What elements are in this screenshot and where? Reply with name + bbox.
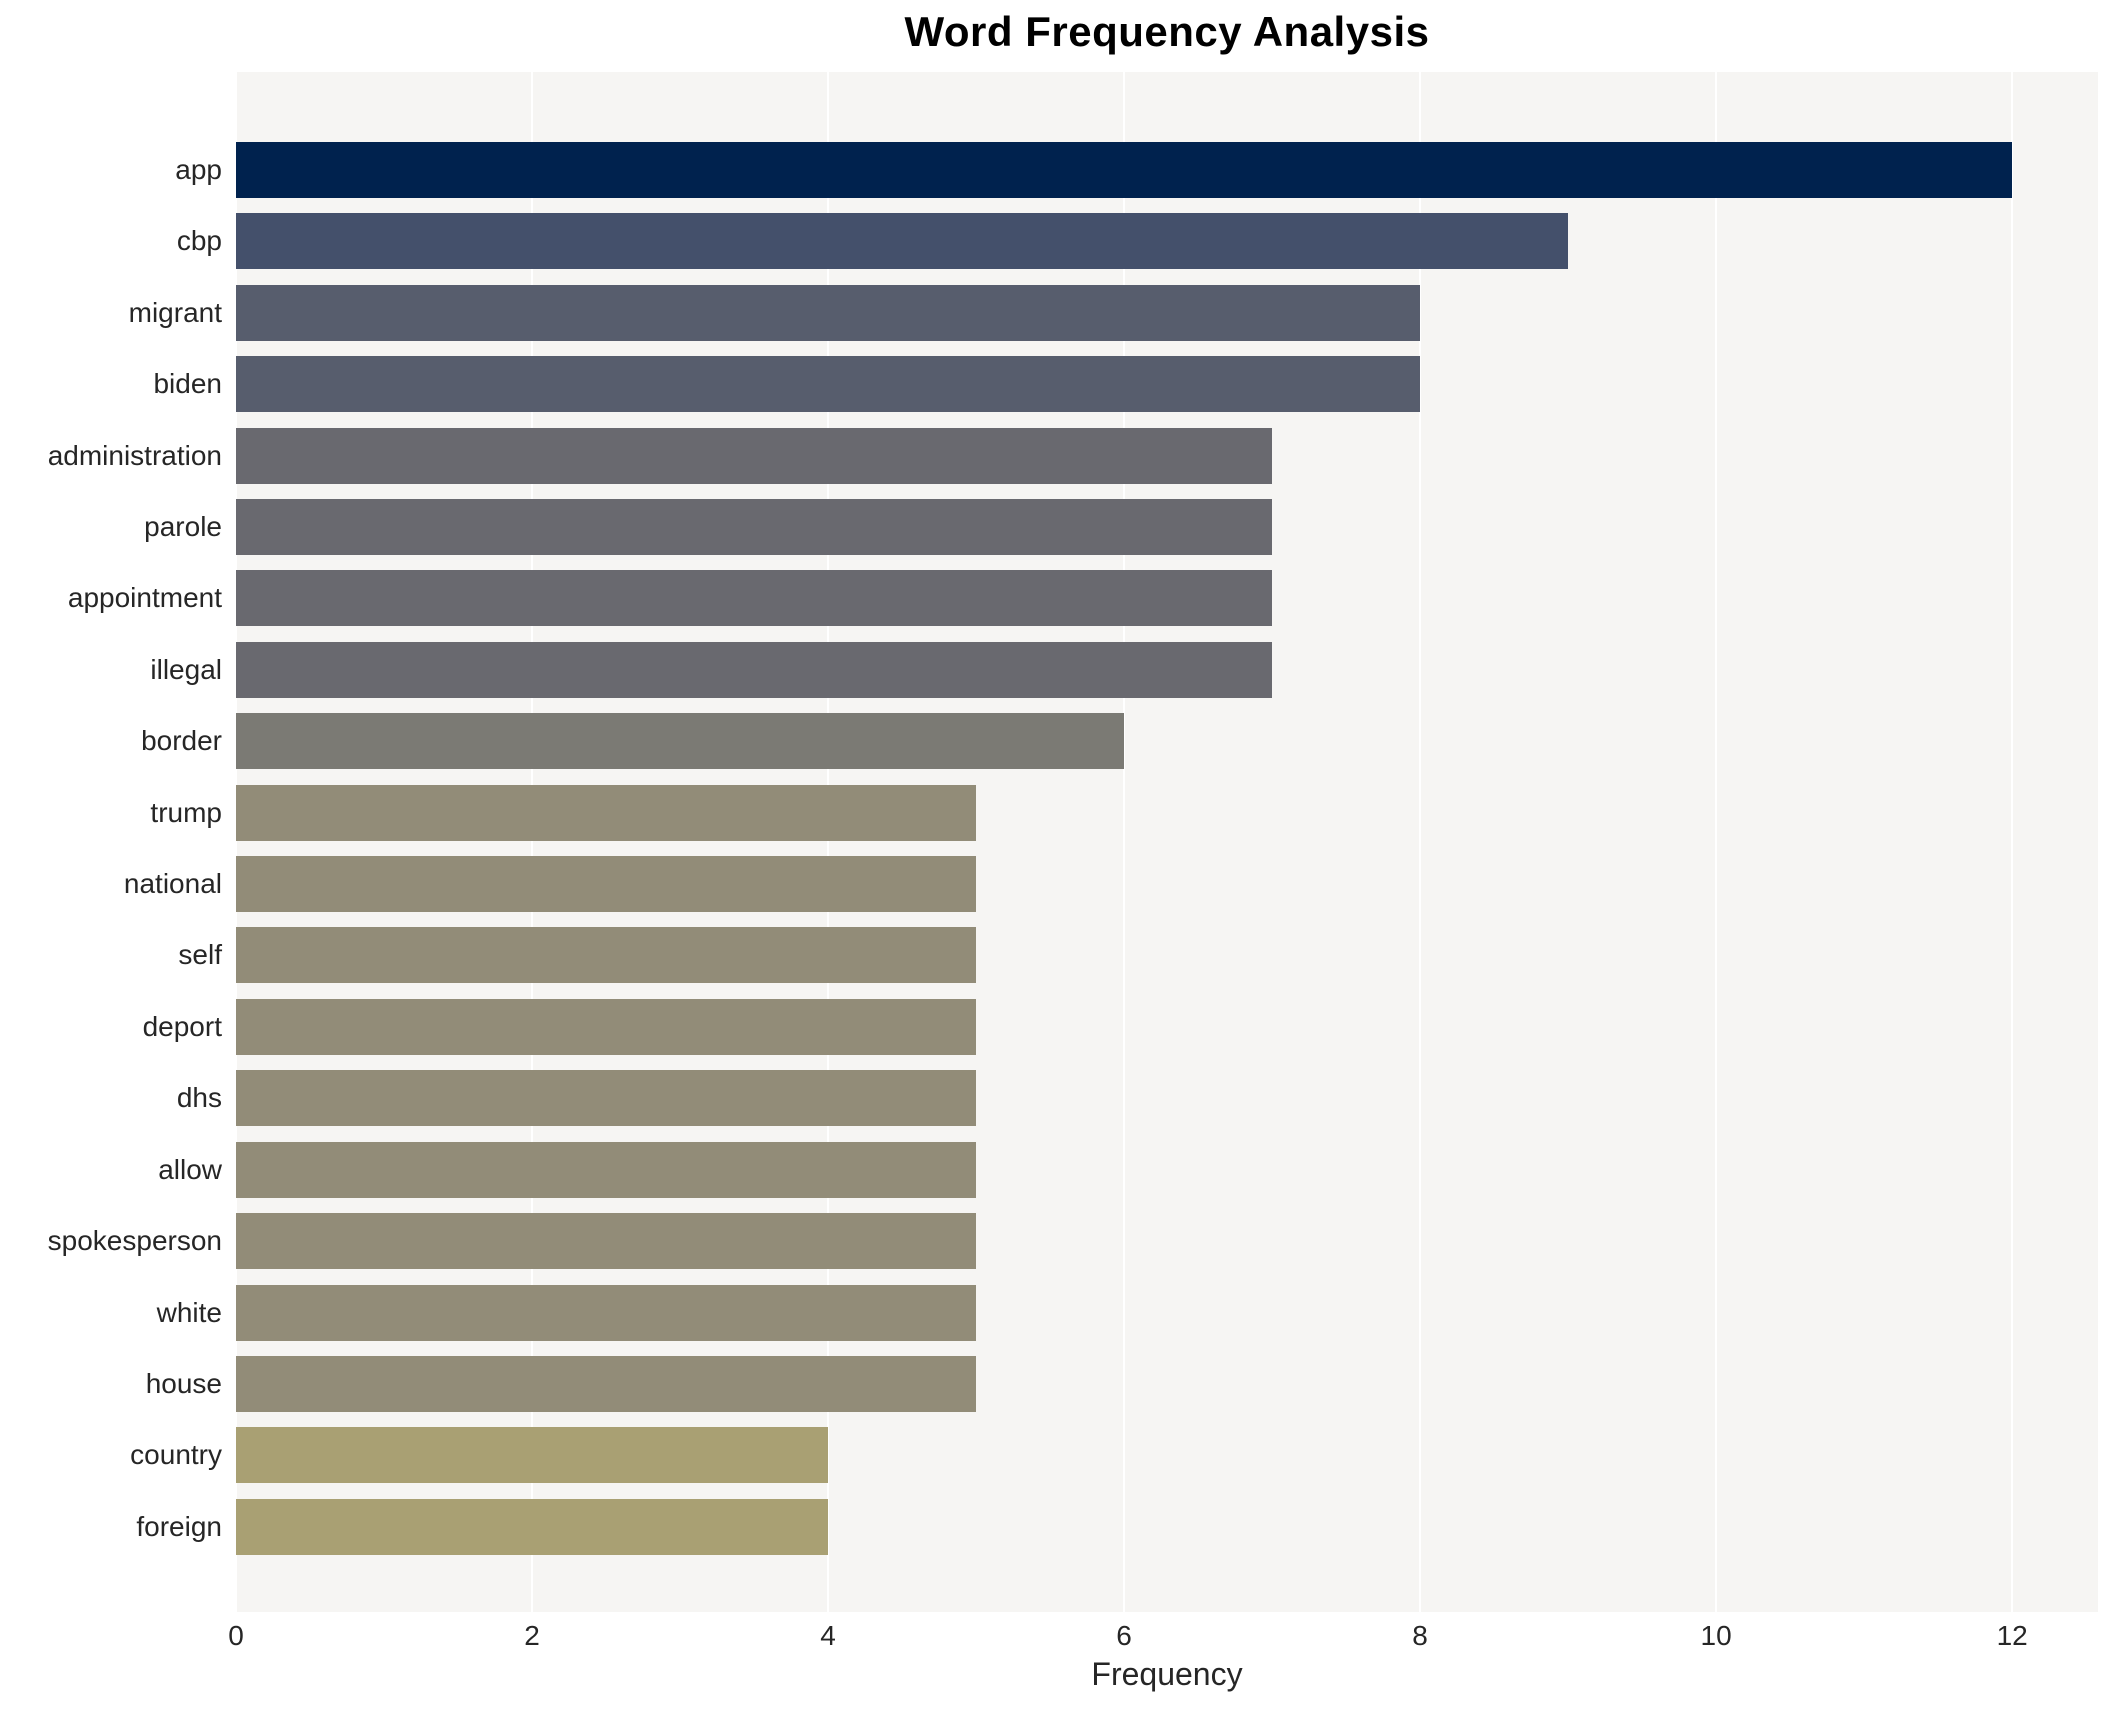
y-tick-label-border: border: [141, 725, 222, 757]
bar-allow: [236, 1141, 977, 1198]
x-tick-label-2: 2: [524, 1620, 540, 1651]
gridline-x-12: [2011, 72, 2014, 1612]
x-tick-label-10: 10: [1700, 1620, 1732, 1651]
y-tick-label-administration: administration: [47, 439, 222, 471]
x-tick-label-8: 8: [1412, 1620, 1428, 1651]
bar-migrant: [236, 284, 1421, 341]
y-tick-label-house: house: [145, 1367, 222, 1399]
bar-row-migrant: migrant: [129, 284, 2098, 341]
x-tick-label-12: 12: [1996, 1620, 2028, 1651]
bar-rows: app cbp migrant biden administration parole ap…: [48, 142, 2098, 1555]
y-tick-label-illegal: illegal: [150, 653, 222, 685]
bar-row-allow: allow: [158, 1141, 2098, 1198]
bar-row-country: country: [130, 1427, 2098, 1484]
y-tick-label-spokesperson: spokesperson: [47, 1225, 222, 1257]
bar-row-parole: parole: [144, 499, 2098, 556]
bar-row-deport: deport: [143, 998, 2098, 1055]
x-tick-label-4: 4: [820, 1620, 836, 1651]
y-tick-label-allow: allow: [158, 1153, 222, 1185]
x-tick-label-0: 0: [228, 1620, 244, 1651]
bar-row-foreign: foreign: [136, 1498, 2098, 1555]
bar-parole: [236, 499, 1273, 556]
y-tick-label-biden: biden: [153, 368, 222, 400]
gridline-x-2: [531, 72, 534, 1612]
gridline-x-0: [235, 72, 237, 1612]
y-tick-label-foreign: foreign: [136, 1510, 222, 1542]
y-tick-label-country: country: [130, 1439, 222, 1471]
gridline-x-10: [1715, 72, 1718, 1612]
y-tick-label-migrant: migrant: [128, 296, 222, 328]
gridline-x-8: [1419, 72, 1422, 1612]
bar-appointment: [236, 570, 1273, 627]
bar-row-trump: trump: [150, 784, 2098, 841]
y-tick-label-dhs: dhs: [176, 1082, 222, 1114]
bar-illegal: [236, 641, 1273, 698]
y-tick-label-national: national: [123, 868, 222, 900]
bar-row-biden: biden: [153, 356, 2098, 413]
plot-area: app cbp migrant biden administration parole ap…: [48, 72, 2098, 1612]
bar-cbp: [236, 213, 1569, 270]
bar-dhs: [236, 1070, 977, 1127]
bar-row-cbp: cbp: [177, 213, 2098, 270]
bar-row-administration: administration: [48, 427, 2098, 484]
y-tick-label-cbp: cbp: [176, 225, 222, 257]
x-tick-label-6: 6: [1116, 1620, 1132, 1651]
bar-border: [236, 713, 1125, 770]
bar-national: [236, 856, 977, 913]
bar-biden: [236, 356, 1421, 413]
bar-foreign: [236, 1498, 829, 1555]
bar-row-dhs: dhs: [177, 1070, 2098, 1127]
bar-house: [236, 1355, 977, 1412]
y-tick-label-parole: parole: [144, 511, 222, 543]
bar-row-appointment: appointment: [68, 570, 2098, 627]
bar-row-border: border: [141, 713, 2098, 770]
y-tick-label-self: self: [178, 939, 222, 971]
y-tick-label-appointment: appointment: [67, 582, 222, 614]
bar-white: [236, 1284, 977, 1341]
y-tick-label-deport: deport: [142, 1010, 222, 1042]
gridline-x-6: [1123, 72, 1126, 1612]
bar-row-white: white: [157, 1284, 2098, 1341]
chart-title: Word Frequency Analysis: [904, 8, 1430, 55]
bar-country: [236, 1427, 829, 1484]
y-tick-label-trump: trump: [150, 796, 222, 828]
bar-trump: [236, 784, 977, 841]
bar-row-national: national: [124, 856, 2098, 913]
bar-row-illegal: illegal: [150, 641, 2098, 698]
bar-self: [236, 927, 977, 984]
bar-app: [236, 142, 2013, 198]
bar-row-house: house: [146, 1355, 2098, 1412]
bar-administration: [236, 427, 1273, 484]
bar-row-app: app: [175, 142, 2098, 198]
x-axis: 0 2 4 6 8 10 12: [228, 1612, 2098, 1656]
y-tick-label-white: white: [156, 1296, 222, 1328]
x-axis-title: Frequency: [1091, 1656, 1243, 1692]
bar-spokesperson: [236, 1213, 977, 1270]
y-tick-label-app: app: [175, 154, 222, 185]
gridline-x-4: [827, 72, 830, 1612]
bar-row-self: self: [178, 927, 2098, 984]
bar-deport: [236, 998, 977, 1055]
bar-row-spokesperson: spokesperson: [48, 1213, 2098, 1270]
